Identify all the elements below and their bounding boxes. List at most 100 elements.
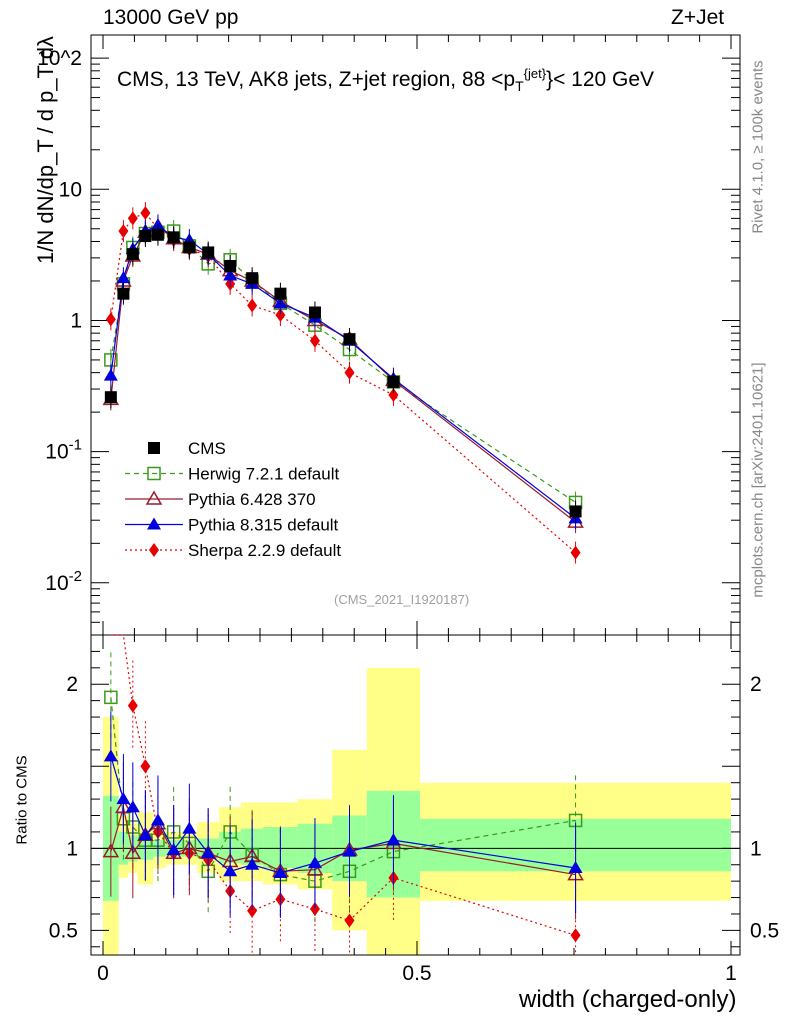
legend-marker-pythia — [145, 490, 163, 505]
ratio-point-pythia — [166, 842, 181, 855]
main-y-tick-label: 1 — [70, 309, 82, 332]
main-y-axis-label: 1/N dN/dp_T / d p_T dλ — [33, 36, 58, 264]
ratio-point-pythia — [150, 813, 165, 826]
ratio-y-tick-label-left: 1 — [66, 837, 78, 860]
process-label: Z+Jet — [671, 6, 725, 29]
data-point-pythia — [103, 368, 118, 381]
title-prefix: CMS, 13 TeV, AK8 jets, Z+jet region, 88 … — [117, 68, 516, 91]
data-point-cms — [139, 230, 152, 243]
data-point-sherpa — [105, 312, 116, 327]
ratio-point-pythia — [307, 856, 322, 869]
data-point-sherpa — [570, 545, 581, 560]
data-point-sherpa — [309, 333, 320, 348]
ratio-point-pythia — [182, 821, 197, 834]
title-sub: T — [515, 78, 524, 95]
legend-label-pythia: Pythia 6.428 370 — [188, 490, 316, 509]
data-point-cms — [308, 306, 321, 319]
legend-label-herwig: Herwig 7.2.1 default — [188, 465, 339, 484]
uncertainty-bands — [103, 667, 731, 955]
main-y-tick-label: 10-2 — [45, 568, 82, 595]
ratio-y-tick-label-right: 0.5 — [750, 919, 779, 942]
rivet-version-label: Rivet 4.1.0, ≥ 100k events — [749, 60, 767, 234]
legend-marker-herwig — [147, 466, 161, 481]
series-line-pythia — [110, 224, 576, 519]
ratio-point-herwig — [104, 690, 118, 705]
main-panel-series — [102, 201, 584, 564]
ratio-y-tick-label-left: 0.5 — [49, 919, 78, 942]
data-point-sherpa — [344, 365, 355, 380]
x-axis-label: width (charged-only) — [519, 986, 737, 1013]
data-point-sherpa — [275, 308, 286, 323]
series-cms — [104, 223, 582, 523]
data-point-cms — [104, 391, 117, 404]
data-point-cms — [569, 505, 582, 518]
series-pythia — [103, 214, 583, 530]
data-point-cms — [126, 248, 139, 261]
data-point-sherpa — [247, 298, 258, 313]
series-line-sherpa — [110, 212, 576, 554]
ratio-y-tick-label-right: 1 — [750, 837, 762, 860]
legend-label-cms: CMS — [188, 439, 226, 458]
main-y-tick-label: 10 — [59, 178, 82, 201]
data-point-sherpa — [140, 205, 151, 220]
ratio-point-sherpa — [127, 698, 138, 713]
data-point-sherpa — [388, 388, 399, 403]
ratio-point-pythia — [223, 864, 238, 877]
ratio-y-tick-label-left: 2 — [66, 673, 78, 696]
main-y-tick-label: 10^2 — [37, 47, 82, 70]
legend-label-pythia: Pythia 8.315 default — [188, 516, 339, 535]
data-point-cms — [167, 231, 180, 244]
legend: CMS Herwig 7.2.1 default Pythia 6.428 370 P… — [125, 439, 341, 560]
ratio-point-pythia — [102, 843, 120, 858]
data-point-sherpa — [127, 211, 138, 226]
data-point-cms — [246, 272, 259, 285]
data-point-cms — [151, 228, 164, 241]
legend-marker-sherpa — [149, 543, 159, 557]
energy-label: 13000 GeV pp — [103, 6, 239, 29]
ratio-series-pythia — [103, 711, 583, 918]
y-tick-labels: 10-2 10-1 1 10 10^2 0.5 0.5 1 1 2 2 — [37, 47, 779, 942]
ratio-panel-series — [102, 634, 584, 955]
title-sup: {jet} — [523, 66, 547, 81]
series-sherpa — [105, 201, 581, 564]
ratio-y-tick-label-right: 2 — [750, 673, 762, 696]
ratio-y-axis-label: Ratio to CMS — [13, 755, 31, 845]
title-suffix: }< 120 GeV — [546, 68, 655, 91]
legend-marker-pythia — [147, 517, 161, 530]
ratio-point-pythia — [138, 828, 153, 841]
data-point-cms — [183, 241, 196, 254]
data-point-cms — [117, 287, 130, 300]
ratio-point-pythia — [245, 857, 260, 870]
ratio-frame — [90, 634, 741, 956]
ratio-point-pythia — [273, 865, 288, 878]
ratio-point-pythia — [342, 844, 357, 857]
ratio-point-pythia — [103, 749, 118, 762]
x-tick-label: 0.5 — [402, 962, 431, 985]
main-y-tick-label: 10-1 — [45, 437, 82, 464]
mcplots-label: mcplots.cern.ch [arXiv:2401.10621] — [749, 362, 767, 598]
series-line-herwig — [110, 230, 576, 503]
ratio-point-pythia — [124, 844, 142, 860]
data-point-cms — [224, 260, 237, 273]
data-point-cms — [387, 375, 400, 388]
ratio-point-sherpa — [140, 759, 151, 774]
data-point-cms — [274, 287, 287, 300]
legend-marker-cms — [148, 442, 160, 454]
ratio-point-sherpa — [247, 903, 258, 918]
plot-title: CMS, 13 TeV, AK8 jets, Z+jet region, 88 … — [117, 66, 654, 94]
data-point-sherpa — [118, 224, 129, 239]
legend-label-sherpa: Sherpa 2.2.9 default — [188, 541, 341, 560]
ratio-point-sherpa — [570, 928, 581, 943]
ratio-point-pythia — [201, 846, 216, 859]
ratio-point-pythia — [568, 861, 583, 874]
data-point-cms — [202, 246, 215, 259]
ratio-point-pythia — [125, 800, 140, 813]
series-pythia — [102, 215, 584, 534]
x-tick-label: 1 — [725, 962, 737, 985]
analysis-reference: (CMS_2021_I1920187) — [334, 592, 470, 607]
series-herwig — [104, 220, 583, 514]
ratio-point-pythia — [386, 833, 401, 846]
data-point-cms — [343, 333, 356, 346]
ratio-point-sherpa — [344, 913, 355, 928]
